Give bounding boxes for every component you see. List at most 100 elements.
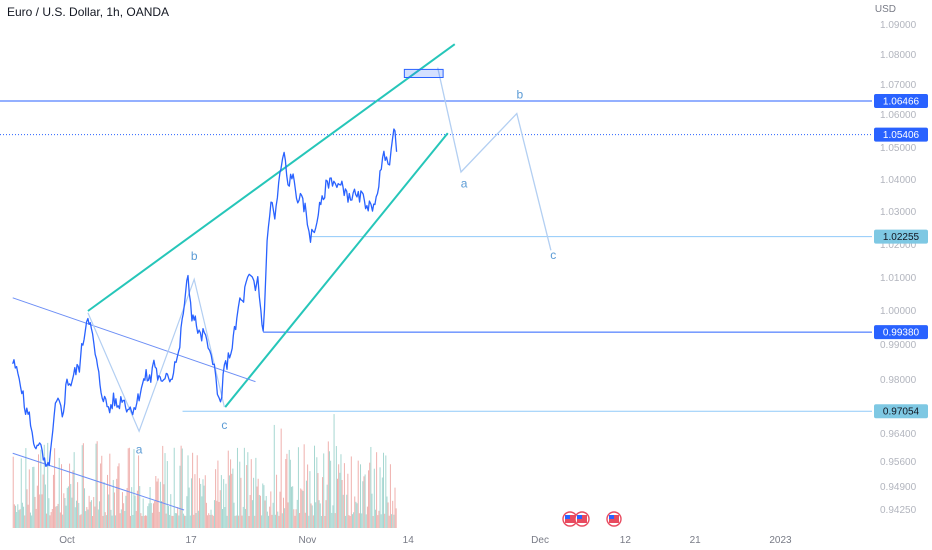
volume-bar [256, 486, 258, 528]
volume-bars [12, 414, 397, 528]
volume-bar [161, 501, 163, 528]
x-tick-label: 14 [403, 535, 415, 546]
volume-bar [12, 456, 14, 528]
volume-bar [224, 506, 226, 528]
volume-bar [123, 503, 125, 528]
volume-bar [197, 510, 199, 528]
y-tick-label: 1.01000 [880, 273, 917, 284]
volume-bar [102, 515, 104, 528]
volume-bar [127, 448, 129, 528]
volume-bar [177, 507, 179, 528]
volume-bar [386, 496, 388, 528]
y-tick-label: 1.03000 [880, 207, 917, 218]
volume-bar [46, 513, 48, 528]
volume-bar [31, 515, 33, 528]
volume-bar [94, 506, 96, 528]
projection-line [437, 67, 552, 251]
volume-bar [338, 464, 340, 528]
volume-bar [125, 495, 127, 528]
volume-bar [374, 509, 376, 528]
volume-bar [226, 515, 228, 528]
volume-bar [324, 515, 326, 528]
volume-bar [274, 514, 276, 528]
volume-bar [105, 515, 107, 528]
projection-path [437, 67, 552, 251]
volume-bar [358, 513, 360, 528]
volume-bar [269, 506, 271, 528]
volume-bar [75, 500, 77, 528]
volume-bar [174, 513, 176, 528]
y-tick-label: 0.96400 [880, 429, 917, 440]
volume-bar [361, 513, 363, 528]
volume-bar [169, 514, 171, 528]
volume-bar [190, 478, 192, 528]
volume-bar [323, 453, 325, 528]
volume-bar [389, 464, 391, 528]
volume-bar [291, 486, 293, 528]
volume-bar [251, 500, 253, 528]
volume-bar [140, 513, 142, 528]
volume-bar [131, 487, 133, 528]
volume-bar [86, 507, 88, 528]
target-zone[interactable] [403, 68, 444, 79]
volume-bar [205, 502, 207, 528]
currency-label: USD [874, 4, 896, 15]
volume-bar [110, 509, 112, 528]
volume-bar [112, 479, 114, 528]
volume-bar [314, 445, 316, 528]
volume-bar [373, 468, 375, 528]
volume-bar [66, 487, 68, 528]
volume-bar [381, 477, 383, 528]
economic-event-icons[interactable] [562, 511, 622, 527]
volume-bar [317, 473, 319, 528]
volume-bar [154, 501, 156, 528]
volume-bar [143, 515, 145, 528]
volume-bar [78, 502, 80, 528]
volume-bar [259, 495, 261, 528]
volume-bar [236, 447, 238, 528]
volume-bar [371, 493, 373, 528]
y-tick-label: 0.99000 [880, 340, 917, 351]
volume-bar [142, 498, 144, 528]
volume-bar [316, 457, 318, 528]
volume-bar [288, 449, 290, 528]
volume-bar [272, 502, 274, 528]
volume-bar [157, 478, 159, 528]
volume-bar [337, 478, 339, 528]
volume-bar [388, 515, 390, 528]
volume-bar [355, 501, 357, 528]
price-badge-label: 0.97054 [883, 407, 920, 418]
volume-bar [384, 513, 386, 528]
volume-bar [362, 481, 364, 528]
volume-bar [212, 515, 214, 528]
time-axis[interactable]: Oct 17 Nov 14 Dec 12 21 2023 [59, 535, 792, 546]
volume-bar [79, 515, 81, 528]
volume-bar [392, 500, 394, 528]
volume-bar [153, 503, 155, 528]
volume-bar [156, 481, 158, 528]
price-badge-label: 0.99380 [883, 328, 920, 339]
volume-bar [377, 515, 379, 528]
volume-bar [210, 509, 212, 528]
volume-bar [85, 511, 87, 528]
volume-bar [282, 497, 284, 528]
y-tick-label: 1.06000 [880, 110, 917, 121]
volume-bar [353, 512, 355, 528]
volume-bar [312, 515, 314, 528]
trendlines [12, 43, 456, 511]
volume-bar [185, 515, 187, 528]
volume-bar [21, 502, 23, 528]
volume-bar [247, 452, 249, 528]
volume-bar [261, 515, 263, 528]
volume-bar [199, 478, 201, 528]
volume-bar [39, 494, 41, 528]
price-line [12, 128, 398, 467]
volume-bar [173, 447, 175, 528]
price-badge-label: 1.05406 [883, 130, 920, 141]
volume-bar [254, 515, 256, 528]
volume-bar [124, 510, 126, 528]
volume-bar [360, 464, 362, 528]
volume-bar [133, 449, 135, 528]
volume-bar [155, 476, 157, 528]
